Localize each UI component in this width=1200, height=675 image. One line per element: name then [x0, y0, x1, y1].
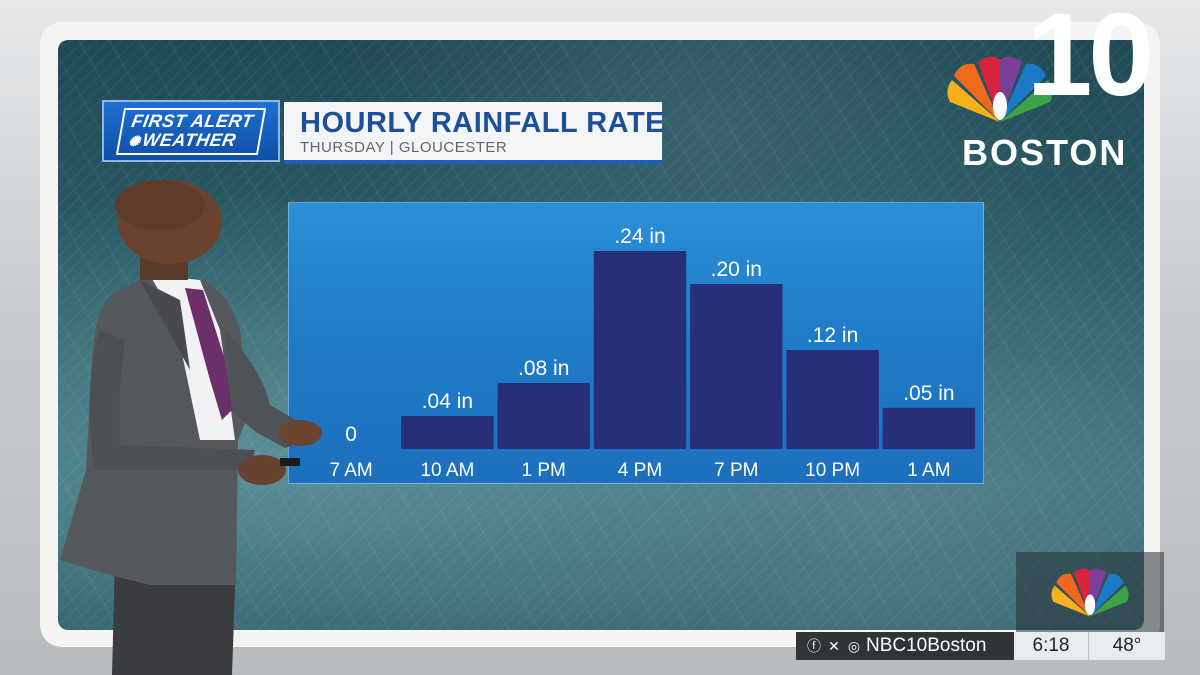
rainfall-chart-panel: 0 7 AM .04 in 10 AM .08 in 1 PM .24 in 4 PM .20 …: [288, 202, 984, 484]
bar-value-label: .04 in: [422, 390, 473, 413]
bar-7-pm: [690, 284, 783, 449]
x-tick-label: 7 AM: [329, 460, 372, 481]
first-alert-weather-badge: FIRST ALERT ✺WEATHER: [116, 107, 266, 155]
network-bug: [1016, 552, 1164, 632]
chart-title: HOURLY RAINFALL RATE: [300, 107, 666, 139]
bar-10-am: [401, 416, 494, 449]
bar-value-label: .12 in: [807, 324, 858, 347]
lower-ticker: ⓕ ✕ ◎ NBC10Boston 6:18 48°: [796, 632, 1165, 660]
clock-time: 6:18: [1014, 632, 1089, 660]
instagram-icon: ◎: [847, 637, 861, 654]
first-alert-weather-logo: FIRST ALERT ✺WEATHER: [102, 100, 280, 162]
brand-line-2: WEATHER: [141, 129, 238, 150]
peacock-icon: [947, 56, 1053, 122]
bar-value-label: .24 in: [614, 225, 665, 248]
station-city: BOSTON: [962, 132, 1128, 173]
bar-value-label: .20 in: [711, 258, 762, 281]
bar-value-label: 0: [345, 423, 357, 446]
x-tick-label: 10 AM: [420, 460, 474, 481]
bar-1-pm: [497, 383, 590, 449]
x-icon: ✕: [828, 637, 840, 654]
x-tick-label: 1 PM: [522, 460, 566, 481]
x-tick-label: 1 AM: [907, 460, 950, 481]
bar-10-pm: [786, 350, 879, 449]
nbc10-boston-logo: 10 BOSTON: [940, 0, 1180, 173]
chart-title-banner: HOURLY RAINFALL RATE THURSDAY | GLOUCEST…: [284, 102, 666, 164]
rainfall-bar-chart: 0 7 AM .04 in 10 AM .08 in 1 PM .24 in 4 PM .20 …: [329, 225, 975, 481]
x-tick-label: 7 PM: [714, 460, 758, 481]
current-temperature: 48°: [1089, 632, 1165, 660]
facebook-icon: ⓕ: [807, 638, 821, 654]
bar-1-am: [882, 407, 975, 450]
x-tick-label: 4 PM: [618, 460, 662, 481]
bar-value-label: .08 in: [518, 357, 569, 380]
chart-subtitle: THURSDAY | GLOUCESTER: [300, 139, 508, 156]
peacock-icon: [1051, 568, 1129, 617]
station-number: 10: [1026, 0, 1154, 121]
bar-4-pm: [593, 251, 687, 449]
social-handle: NBC10Boston: [866, 635, 987, 656]
social-handle-bar: ⓕ ✕ ◎ NBC10Boston: [796, 632, 1014, 660]
bar-value-label: .05 in: [903, 382, 954, 405]
x-tick-label: 10 PM: [805, 460, 860, 481]
brand-line-1: FIRST ALERT: [130, 110, 256, 131]
